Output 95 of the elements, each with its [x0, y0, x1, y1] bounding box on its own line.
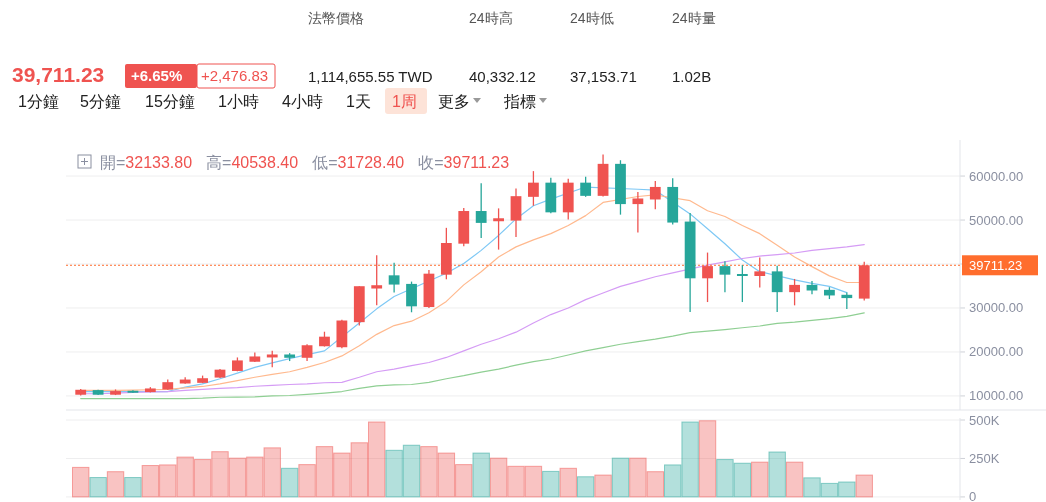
text: 4小時: [282, 93, 323, 110]
bar: [594, 474, 612, 498]
bar: [681, 421, 699, 498]
text: 15分鐘: [145, 93, 195, 110]
bar: [350, 442, 368, 498]
bar: [124, 477, 142, 498]
bar: [785, 461, 804, 498]
bar: [333, 452, 351, 498]
candlestick: [719, 260, 731, 293]
y-tick-label: 20000.00: [969, 344, 1024, 360]
y-tick-label: 30000.00: [969, 300, 1024, 316]
text: 5分鐘: [80, 93, 121, 110]
y-tick-label: 250K: [969, 450, 1000, 466]
bar: [576, 476, 595, 498]
text: 39,711.23: [12, 63, 105, 86]
bar: [716, 459, 734, 498]
bar: [524, 465, 543, 498]
candlestick: [702, 251, 713, 303]
bar: [820, 482, 839, 498]
bar: [263, 447, 281, 498]
bar: [159, 464, 177, 498]
text: 24時低: [570, 10, 614, 26]
ref-line-label: 39711.23: [969, 257, 1023, 273]
text: 1小時: [218, 93, 259, 110]
bar: [768, 451, 786, 498]
bar: [368, 421, 386, 498]
bar: [246, 456, 264, 498]
text: 37,153.71: [570, 68, 637, 85]
candlestick: [371, 254, 383, 306]
candlestick: [736, 264, 748, 303]
candlestick: [528, 170, 539, 207]
text: 1,114,655.55 TWD: [308, 68, 433, 85]
bar: [838, 481, 856, 498]
bar: [507, 465, 525, 498]
bar: [193, 459, 212, 498]
bar: [559, 467, 577, 498]
annotation: 高=40538.40: [206, 154, 299, 171]
bar: [472, 452, 490, 498]
candlestick: [388, 262, 400, 294]
candlestick: [580, 176, 592, 198]
text: +2,476.83: [201, 67, 269, 84]
bar: [437, 452, 456, 498]
bar: [455, 464, 473, 498]
bar: [698, 420, 717, 498]
annotation: 開=32133.80: [100, 154, 193, 171]
bar: [72, 466, 90, 498]
bar: [106, 471, 125, 498]
y-tick-label: 60000.00: [969, 168, 1024, 184]
bar: [298, 464, 316, 498]
y-tick-label: 50000.00: [969, 212, 1024, 228]
bar: [228, 457, 247, 498]
text: 24時量: [672, 10, 716, 26]
text: 1周: [392, 93, 417, 110]
annotation: 收=39711.23: [418, 154, 510, 171]
bar: [733, 462, 752, 498]
bar: [611, 457, 630, 498]
bar: [211, 451, 229, 498]
bar: [629, 457, 647, 498]
bar: [664, 464, 682, 498]
candlestick: [649, 180, 661, 211]
candlestick: [406, 280, 417, 313]
text: 40,332.12: [469, 68, 536, 85]
text: 1天: [346, 93, 371, 110]
bar: [542, 470, 560, 498]
candlestick: [632, 191, 644, 234]
candlestick: [789, 278, 800, 306]
y-tick-label: 10000.00: [969, 388, 1024, 404]
candlestick: [475, 182, 487, 239]
text: 指標: [503, 93, 536, 110]
bar: [420, 446, 438, 498]
text: 1.02B: [672, 68, 712, 85]
y-tick-label: 0: [969, 489, 977, 502]
bar: [315, 446, 334, 498]
text: 24時高: [469, 10, 513, 26]
bar: [385, 449, 403, 498]
bar: [646, 471, 664, 498]
text: +6.65%: [131, 67, 183, 84]
bar: [176, 456, 194, 498]
bar: [89, 477, 107, 498]
bar: [402, 444, 421, 498]
candlestick: [493, 207, 504, 251]
bar: [489, 457, 508, 498]
bar: [141, 465, 160, 498]
text: 1分鐘: [18, 93, 59, 110]
candlestick: [754, 256, 766, 289]
bar: [280, 467, 299, 498]
annotation: 低=31728.40: [312, 154, 405, 171]
text: 更多: [438, 93, 470, 110]
candlestick: [771, 265, 783, 313]
text: 法幣價格: [308, 10, 364, 26]
bar: [803, 477, 821, 498]
bar: [751, 461, 769, 498]
bar: [855, 474, 873, 498]
y-tick-label: 500K: [969, 412, 1000, 428]
line-series: [80, 312, 865, 400]
